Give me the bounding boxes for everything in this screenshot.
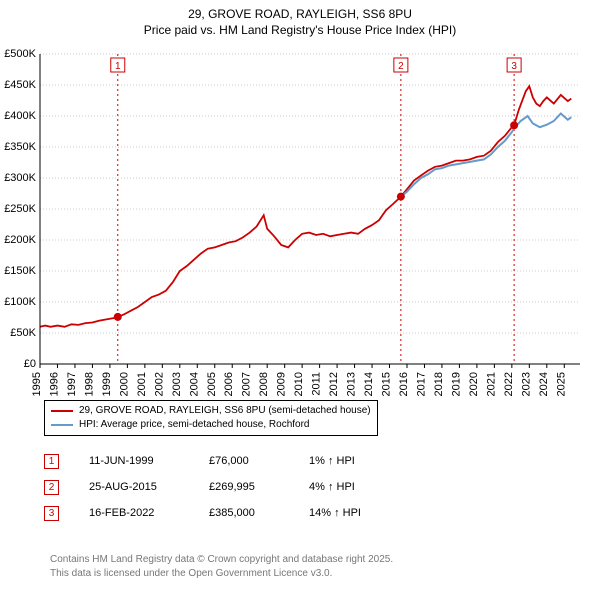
- x-tick-label: 2010: [293, 372, 305, 396]
- sales-date: 16-FEB-2022: [89, 507, 209, 519]
- sales-change: 14% ↑ HPI: [309, 507, 409, 519]
- sales-row: 2 25-AUG-2015£269,9954% ↑ HPI: [44, 474, 409, 500]
- y-tick-label: £100K: [4, 296, 36, 308]
- sales-marker: 3: [44, 506, 59, 521]
- y-tick-label: £400K: [4, 110, 36, 122]
- x-tick-label: 2018: [433, 372, 445, 396]
- y-tick-label: £500K: [4, 48, 36, 60]
- x-tick-label: 2004: [188, 372, 200, 396]
- x-tick-label: 2003: [171, 372, 183, 396]
- legend-row: HPI: Average price, semi-detached house,…: [51, 418, 371, 432]
- sale-marker-number: 3: [511, 61, 517, 72]
- sales-date: 25-AUG-2015: [89, 481, 209, 493]
- footer-line-2: This data is licensed under the Open Gov…: [50, 567, 393, 581]
- x-tick-label: 2012: [328, 372, 340, 396]
- chart-svg: £0£50K£100K£150K£200K£250K£300K£350K£400…: [40, 54, 580, 394]
- series-price_paid: [40, 86, 571, 327]
- legend-label: 29, GROVE ROAD, RAYLEIGH, SS6 8PU (semi-…: [79, 404, 371, 418]
- chart-container: 29, GROVE ROAD, RAYLEIGH, SS6 8PU Price …: [0, 0, 600, 590]
- x-tick-label: 2006: [223, 372, 235, 396]
- title-main: 29, GROVE ROAD, RAYLEIGH, SS6 8PU: [0, 6, 600, 22]
- x-tick-label: 2002: [153, 372, 165, 396]
- chart-title: 29, GROVE ROAD, RAYLEIGH, SS6 8PU Price …: [0, 0, 600, 38]
- sale-point: [510, 121, 518, 129]
- x-tick-label: 2022: [503, 372, 515, 396]
- sales-price: £269,995: [209, 481, 309, 493]
- sale-marker-number: 2: [398, 61, 404, 72]
- sales-row: 3 16-FEB-2022£385,00014% ↑ HPI: [44, 500, 409, 526]
- sales-row: 1 11-JUN-1999£76,0001% ↑ HPI: [44, 448, 409, 474]
- sales-change: 1% ↑ HPI: [309, 455, 409, 467]
- legend: 29, GROVE ROAD, RAYLEIGH, SS6 8PU (semi-…: [44, 400, 378, 436]
- x-tick-label: 2001: [136, 372, 148, 396]
- sale-point: [397, 193, 405, 201]
- chart-area: £0£50K£100K£150K£200K£250K£300K£350K£400…: [40, 54, 580, 394]
- x-tick-label: 2020: [468, 372, 480, 396]
- x-tick-label: 2023: [520, 372, 532, 396]
- x-tick-label: 2017: [415, 372, 427, 396]
- x-tick-label: 2008: [258, 372, 270, 396]
- sales-marker: 2: [44, 480, 59, 495]
- legend-swatch: [51, 424, 73, 426]
- legend-swatch: [51, 410, 73, 412]
- x-tick-label: 2016: [398, 372, 410, 396]
- x-tick-label: 2007: [241, 372, 253, 396]
- x-tick-label: 2011: [311, 372, 323, 396]
- legend-row: 29, GROVE ROAD, RAYLEIGH, SS6 8PU (semi-…: [51, 404, 371, 418]
- sales-change: 4% ↑ HPI: [309, 481, 409, 493]
- sales-marker: 1: [44, 454, 59, 469]
- x-tick-label: 2009: [276, 372, 288, 396]
- sales-table: 111-JUN-1999£76,0001% ↑ HPI225-AUG-2015£…: [44, 448, 409, 526]
- x-tick-label: 2024: [538, 372, 550, 396]
- x-tick-label: 2013: [346, 372, 358, 396]
- x-tick-label: 2015: [381, 372, 393, 396]
- x-tick-label: 1995: [31, 372, 43, 396]
- y-tick-label: £50K: [10, 327, 36, 339]
- x-tick-label: 2019: [450, 372, 462, 396]
- x-tick-label: 1996: [48, 372, 60, 396]
- x-tick-label: 2021: [485, 372, 497, 396]
- x-tick-label: 1999: [101, 372, 113, 396]
- x-tick-label: 1997: [66, 372, 78, 396]
- y-tick-label: £300K: [4, 172, 36, 184]
- x-tick-label: 2005: [206, 372, 218, 396]
- y-tick-label: £150K: [4, 265, 36, 277]
- x-tick-label: 2025: [555, 372, 567, 396]
- x-tick-label: 2014: [363, 372, 375, 396]
- title-sub: Price paid vs. HM Land Registry's House …: [0, 22, 600, 38]
- sale-point: [114, 313, 122, 321]
- footer-line-1: Contains HM Land Registry data © Crown c…: [50, 553, 393, 567]
- x-tick-label: 1998: [83, 372, 95, 396]
- y-tick-label: £200K: [4, 234, 36, 246]
- sale-marker-number: 1: [115, 61, 121, 72]
- y-tick-label: £0: [24, 358, 36, 370]
- legend-label: HPI: Average price, semi-detached house,…: [79, 418, 310, 432]
- x-tick-label: 2000: [118, 372, 130, 396]
- y-tick-label: £250K: [4, 203, 36, 215]
- y-tick-label: £350K: [4, 141, 36, 153]
- y-tick-label: £450K: [4, 79, 36, 91]
- license-footer: Contains HM Land Registry data © Crown c…: [50, 553, 393, 580]
- sales-date: 11-JUN-1999: [89, 455, 209, 467]
- sales-price: £385,000: [209, 507, 309, 519]
- sales-price: £76,000: [209, 455, 309, 467]
